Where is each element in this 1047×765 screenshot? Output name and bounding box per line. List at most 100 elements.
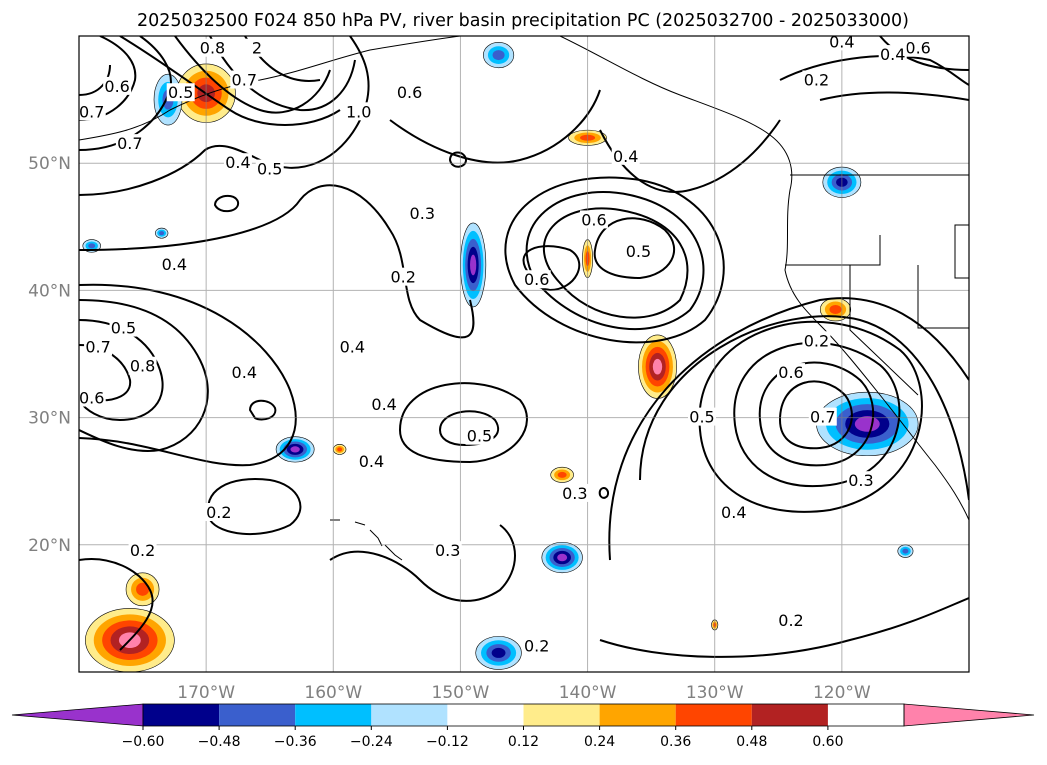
pv-contour-label-text: 0.4 [232,363,257,382]
pv-contour-line [733,341,901,488]
pv-contour-line [209,36,356,112]
pv-contour-line [79,283,297,467]
y-tick-label: 50°N [28,154,71,174]
precip-pc-area [541,541,583,574]
x-tick-label: 170°W [177,683,235,703]
colorbar-segment [751,704,828,726]
precip-pc-level [290,446,300,453]
pv-contour-label: 0.5 [109,318,138,338]
pv-contour-label-text: 0.2 [130,541,155,560]
coastline-layer [79,36,969,561]
pv-contour-label-text: 0.7 [117,134,142,153]
pv-contour-label-text: 0.6 [905,39,930,58]
pv-contour-label: 0.2 [802,70,831,90]
pv-contour-label: 2 [243,38,271,58]
colorbar-tick-label: 0.48 [736,734,767,750]
precip-pc-area [897,544,914,558]
precip-pc-level [470,254,477,276]
pv-contour-label-text: 0.6 [104,77,129,96]
pv-contour-label: 0.7 [84,337,113,357]
colorbar-segment [447,704,524,726]
pv-contour-line [542,207,689,319]
colorbar-tick-label: −0.48 [198,734,241,750]
pv-contour-label: 0.4 [160,255,189,274]
state-border [785,235,881,266]
pv-contour-label: 0.6 [522,270,551,289]
colorbar-tick-label: 0.12 [508,734,539,750]
pv-contour-label: 0.6 [395,83,424,102]
pv-contour-label-text: 0.7 [232,71,257,90]
pv-contour-line [819,91,969,101]
pv-contour-label-text: 0.2 [804,331,829,350]
pv-contour-label-text: 0.6 [524,270,549,289]
pv-contour-label: 0.2 [777,611,805,630]
alaska-peninsula-coastline [79,36,461,141]
pv-contour-label-text: 0.6 [79,389,104,408]
pv-contour-label: 0.6 [579,210,608,229]
pv-contour-label-text: 0.3 [435,541,460,560]
precip-pc-level [159,231,165,236]
map-frame [78,35,970,673]
pv-contour-label-text: 0.5 [111,319,136,338]
colorbar-segment [599,704,676,726]
pv-contour-label-text: 0.4 [359,452,384,471]
pv-contour-label: 0.4 [230,363,259,382]
pv-contour-line [248,399,277,421]
pv-contour-line [608,297,969,561]
pv-contour-line [79,184,475,339]
precip-pc-level [854,416,880,432]
pv-contour-label-text: 0.3 [410,204,435,223]
pv-contour-label: 0.4 [357,452,386,471]
pv-contour-label: 0.5 [255,159,284,179]
hawaii-islands [330,519,403,561]
pv-contour-label-text: 0.6 [397,83,422,102]
pv-contour-line [598,487,610,499]
pv-contour-label-text: 0.4 [340,338,365,357]
pv-contour-label: 0.2 [522,636,551,656]
pv-contour-label-text: 0.8 [200,39,225,58]
pv-contour-label: 0.3 [408,204,437,223]
pv-contour-label: 0.7 [808,407,837,427]
pv-contour-label-text: 0.2 [524,637,549,656]
pv-contour-label-text: 0.4 [829,32,854,51]
pv-contour-line [879,36,969,71]
pv-contour-label-text: 0.2 [390,268,415,287]
pv-contour-label: 0.7 [230,70,259,90]
precip-pc-area [332,444,347,455]
precip-pc-area [475,636,522,670]
x-tick-label: 160°W [304,683,362,703]
precip-pc-area [460,222,487,308]
pv-contour-label: 0.5 [624,242,653,261]
pv-contour-line [779,55,969,86]
colorbar-tick-label: −0.36 [274,734,317,750]
pv-contour-label-text: 0.2 [206,503,231,522]
pv-contour-label: 0.3 [846,471,875,490]
state-border [849,265,919,396]
precip-pc-area [125,572,160,607]
colorbar-tick-label: −0.24 [350,734,393,750]
colorbar-extend-min [11,703,144,727]
colorbar-tick-label: −0.60 [122,734,165,750]
x-tick-label: 130°W [686,683,744,703]
pv-contour-label: 0.2 [128,541,157,560]
pv-contour-label: 0.6 [79,388,106,408]
pv-contour-label: 0.6 [904,38,933,58]
map-panel: 0.6 0.50.70.70.8 20.71.00.60.4 0.50.40.50.7… [79,32,969,672]
pv-contour-label: 0.2 [802,331,831,350]
pv-contour-label-text: 0.7 [85,338,110,357]
pv-contour-line [639,315,969,501]
colorbar-extend-max [903,703,1035,727]
precip-pc-level [557,471,567,478]
precip-pc-area [483,42,515,69]
colorbar-segment [371,704,448,726]
state-border [954,224,969,279]
colorbar-segment [523,704,600,726]
colorbar-tick-label: 0.24 [584,734,615,750]
pv-contour-label: 0.2 [204,503,233,522]
pv-contour-label-text: 1.0 [346,102,371,121]
precip-pc-level [902,548,909,554]
colorbar-tick-label: 0.60 [812,734,843,750]
gridlines [79,36,969,672]
pv-contour-label-text: 0.4 [162,255,187,274]
